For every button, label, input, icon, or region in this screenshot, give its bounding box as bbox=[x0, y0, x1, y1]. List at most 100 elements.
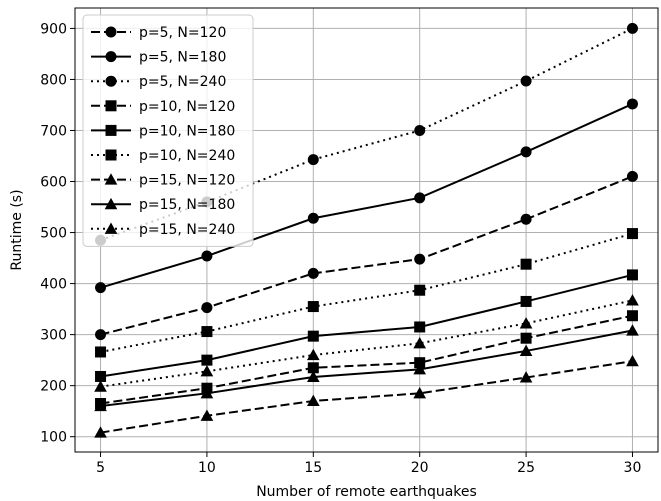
y-tick-label: 200 bbox=[40, 379, 67, 395]
legend-item: p=15, N=120 bbox=[91, 173, 235, 189]
data-point bbox=[626, 22, 638, 34]
series-8 bbox=[94, 324, 639, 412]
data-point bbox=[520, 258, 532, 270]
series-1 bbox=[95, 170, 638, 341]
series-line bbox=[100, 232, 633, 353]
data-point bbox=[519, 371, 533, 383]
series-line bbox=[100, 175, 633, 336]
data-point bbox=[414, 124, 426, 136]
data-point bbox=[626, 310, 638, 322]
data-point bbox=[520, 332, 532, 344]
y-axis-label: Runtime (s) bbox=[9, 189, 25, 270]
data-point bbox=[306, 370, 320, 383]
y-tick-label: 900 bbox=[40, 21, 67, 37]
data-point bbox=[307, 362, 319, 374]
data-point bbox=[626, 294, 639, 306]
legend-label: p=15, N=120 bbox=[139, 173, 235, 189]
data-point bbox=[520, 75, 532, 87]
y-tick-label: 800 bbox=[40, 72, 67, 88]
data-point bbox=[94, 399, 107, 412]
legend-marker bbox=[105, 124, 117, 136]
series-7 bbox=[94, 354, 639, 438]
data-point bbox=[413, 362, 427, 375]
legend-item: p=5, N=120 bbox=[91, 25, 226, 41]
y-tick-label: 600 bbox=[40, 175, 67, 191]
legend-item: p=10, N=120 bbox=[91, 99, 235, 115]
data-point bbox=[200, 386, 214, 399]
x-axis-label: Number of remote earthquakes bbox=[256, 484, 477, 500]
data-point bbox=[626, 354, 639, 367]
x-tick-label: 25 bbox=[517, 460, 535, 476]
data-point bbox=[201, 302, 213, 314]
data-point bbox=[201, 354, 213, 366]
data-point bbox=[306, 348, 320, 361]
data-point bbox=[413, 386, 427, 399]
legend-item: p=10, N=180 bbox=[91, 123, 235, 139]
data-point bbox=[414, 321, 426, 333]
data-point bbox=[626, 269, 638, 281]
data-point bbox=[414, 357, 426, 369]
legend: p=5, N=120 p=5, N=180 p=5, N=240 p=10, N=12… bbox=[82, 14, 254, 247]
series-9 bbox=[94, 294, 639, 392]
data-point bbox=[414, 284, 426, 296]
legend-marker bbox=[105, 26, 117, 38]
data-point bbox=[626, 228, 638, 240]
series-6 bbox=[95, 228, 638, 358]
legend-label: p=10, N=120 bbox=[139, 99, 235, 115]
data-point bbox=[200, 365, 214, 377]
data-point bbox=[307, 212, 319, 224]
data-point bbox=[519, 344, 533, 357]
data-point bbox=[200, 409, 214, 421]
data-point bbox=[306, 394, 320, 407]
legend-label: p=5, N=120 bbox=[139, 25, 226, 41]
legend-label: p=15, N=180 bbox=[139, 197, 235, 213]
y-tick-label: 300 bbox=[40, 328, 67, 344]
data-point bbox=[520, 213, 532, 225]
data-point bbox=[626, 170, 638, 182]
legend-item: p=5, N=180 bbox=[91, 50, 226, 66]
data-point bbox=[307, 154, 319, 166]
data-point bbox=[413, 336, 427, 349]
legend-item: p=5, N=240 bbox=[91, 74, 226, 90]
legend-item: p=10, N=240 bbox=[91, 148, 235, 164]
legend-item: p=15, N=240 bbox=[91, 222, 235, 238]
data-point bbox=[626, 98, 638, 110]
x-tick-label: 10 bbox=[198, 460, 216, 476]
data-point bbox=[519, 317, 533, 329]
legend-label: p=10, N=240 bbox=[139, 148, 235, 164]
x-tick-label: 5 bbox=[96, 460, 105, 476]
x-tick-label: 20 bbox=[411, 460, 429, 476]
data-point bbox=[95, 329, 107, 341]
data-point bbox=[95, 282, 107, 294]
data-point bbox=[626, 324, 639, 336]
legend-marker bbox=[105, 100, 117, 112]
data-point bbox=[95, 346, 107, 358]
x-tick-label: 30 bbox=[624, 460, 642, 476]
data-point bbox=[201, 250, 213, 262]
data-point bbox=[201, 326, 213, 338]
legend-label: p=5, N=180 bbox=[139, 50, 226, 66]
data-point bbox=[520, 295, 532, 307]
series-line bbox=[100, 27, 633, 242]
data-point bbox=[307, 301, 319, 313]
legend-marker bbox=[105, 75, 117, 87]
plot-frame bbox=[74, 7, 659, 453]
legend-marker bbox=[104, 173, 118, 185]
data-point bbox=[94, 426, 107, 438]
data-point bbox=[95, 370, 107, 382]
data-point bbox=[520, 146, 532, 158]
series-2 bbox=[95, 98, 638, 294]
series-5 bbox=[95, 269, 638, 382]
series-line bbox=[100, 329, 633, 408]
y-tick-label: 700 bbox=[40, 123, 67, 139]
legend-marker bbox=[105, 51, 117, 63]
y-tick-label: 400 bbox=[40, 277, 67, 293]
legend-item: p=15, N=180 bbox=[91, 197, 235, 213]
legend-marker bbox=[105, 149, 117, 161]
series-line bbox=[100, 360, 633, 434]
series-4 bbox=[95, 310, 638, 410]
legend-marker bbox=[104, 197, 118, 210]
x-tick-label: 15 bbox=[304, 460, 322, 476]
series-line bbox=[100, 273, 633, 378]
